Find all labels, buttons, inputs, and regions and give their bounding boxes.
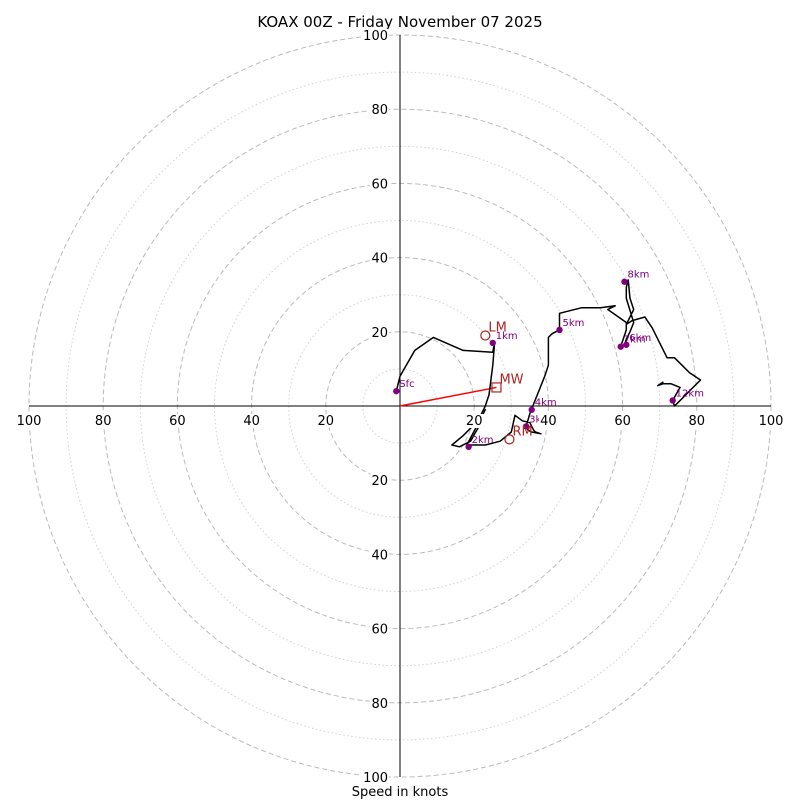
y-tick-bg: [369, 696, 389, 711]
storm-motion-mw-label: MW: [499, 372, 523, 387]
x-tick-bg: [316, 414, 336, 428]
y-tick-bg: [361, 29, 389, 43]
y-tick-label: 20: [371, 326, 388, 341]
x-tick-bg: [242, 414, 262, 428]
height-marker-3km: [522, 423, 530, 430]
mean-wind-vector: [399, 386, 497, 407]
storm-motion-lm-marker: [480, 330, 491, 341]
height-marker-4km: [528, 406, 535, 413]
y-tick-bg: [369, 548, 389, 563]
x-tick-bg: [538, 414, 558, 428]
x-tick-label: 80: [95, 414, 112, 429]
storm-motion-lm-label: LM: [488, 321, 506, 336]
height-label-5km: 5km: [563, 318, 585, 329]
hodograph-trace: [395, 279, 702, 448]
y-tick-label: 100: [363, 771, 388, 786]
x-tick-label: 60: [169, 414, 186, 429]
height-markers: Sfc1km2km3km4km5km6km7km8km12km: [393, 270, 704, 451]
y-tick-label: 60: [371, 177, 388, 192]
x-tick-bg: [93, 414, 113, 428]
height-label-6km: 6km: [629, 333, 651, 344]
x-tick-label: 40: [243, 414, 260, 429]
height-marker-2km: [465, 443, 472, 451]
x-tick-label: 60: [614, 414, 631, 429]
x-axis-label: Speed in knots: [352, 785, 449, 800]
x-tick-bg: [613, 414, 633, 428]
x-tick-label: 80: [689, 414, 706, 429]
y-tick-bg: [369, 325, 389, 340]
height-label-1km: 1km: [496, 331, 518, 342]
x-tick-bg: [167, 414, 187, 428]
height-marker-8km: [621, 278, 628, 285]
height-label-4km: 4km: [535, 398, 557, 409]
y-tick-bg: [369, 622, 389, 637]
height-marker-7km: [617, 343, 624, 350]
y-tick-label: 20: [371, 474, 388, 489]
height-label-7km: 7km: [624, 335, 646, 346]
y-tick-label: 80: [371, 103, 388, 118]
x-tick-bg: [464, 414, 484, 428]
x-tick-bg: [687, 414, 707, 428]
x-tick-bg: [757, 414, 785, 428]
mean-wind-vector-layer: [399, 386, 497, 407]
storm-motion-markers: LM MW RM: [480, 321, 533, 445]
x-tick-label: 20: [466, 414, 483, 429]
y-tick-bg: [369, 251, 389, 266]
axis-ticks: 100 80 60 40 20 20 40 60 80 100 100 80 60 40 20 20 40 60 8…: [15, 29, 785, 786]
x-tick-label: 20: [318, 414, 335, 429]
y-tick-label: 40: [371, 548, 388, 563]
height-label-12km: 12km: [676, 388, 704, 399]
x-tick-label: 40: [540, 414, 557, 429]
y-tick-bg: [369, 103, 389, 118]
height-marker-5km: [556, 326, 563, 334]
chart-title: KOAX 00Z - Friday November 07 2025: [257, 13, 542, 31]
height-label-2km: 2km: [472, 435, 494, 446]
storm-motion-mw-marker: [491, 382, 502, 393]
y-tick-bg: [369, 474, 389, 489]
height-marker-1km: [489, 339, 496, 347]
y-tick-bg: [361, 771, 389, 785]
x-tick-bg: [15, 414, 43, 428]
y-tick-label: 60: [371, 623, 388, 638]
y-tick-label: 40: [371, 252, 388, 267]
height-label-sfc: Sfc: [399, 379, 414, 390]
x-tick-label: 100: [17, 414, 42, 429]
height-marker-sfc: [393, 387, 400, 395]
height-marker-6km: [623, 341, 630, 348]
height-marker-12km: [669, 397, 676, 404]
y-tick-label: 100: [363, 29, 388, 44]
y-tick-bg: [369, 177, 389, 192]
storm-motion-rm-marker: [504, 434, 515, 445]
y-tick-label: 80: [371, 697, 388, 712]
x-tick-label: 100: [759, 414, 784, 429]
storm-motion-rm-label: RM: [512, 424, 532, 439]
height-label-8km: 8km: [627, 270, 649, 281]
